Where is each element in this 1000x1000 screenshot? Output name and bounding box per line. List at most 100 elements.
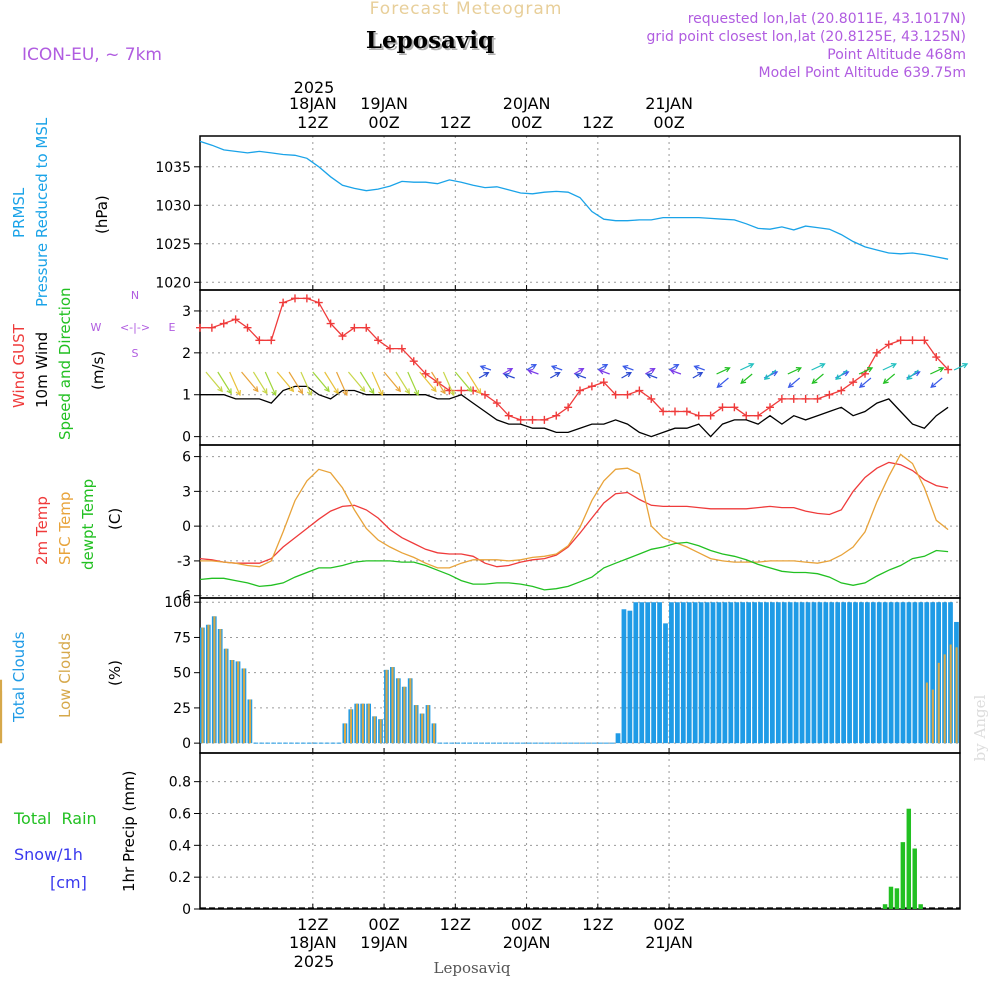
total-cloud-bar	[716, 602, 722, 744]
low-cloud-bar	[219, 629, 222, 744]
total-cloud-bar	[793, 602, 799, 744]
low-cloud-bar	[231, 660, 234, 744]
wind-arrow-head	[740, 378, 747, 385]
wind-arrow-head	[962, 362, 969, 369]
y-tick-label: 2	[182, 346, 191, 362]
low-cloud-bar	[409, 678, 412, 744]
wind-arrow-head	[645, 372, 653, 379]
gust-marker	[896, 336, 905, 345]
total-cloud-bar	[882, 602, 888, 744]
wind-arrow	[716, 367, 730, 375]
low-cloud-bar	[931, 689, 934, 744]
wind-arrow-head	[578, 367, 585, 374]
wind-arrow-head	[369, 388, 375, 395]
gust-marker	[694, 411, 703, 420]
wind-arrow-head	[858, 382, 865, 389]
gust-marker	[706, 411, 715, 420]
temp-labels: 2m Temp SFC Temp dewpt Temp (C)	[33, 479, 124, 570]
low-cloud-bar	[397, 678, 400, 744]
wind-arrow	[645, 368, 655, 375]
total-cloud-bar	[924, 602, 930, 744]
y-tick-label: 3	[182, 304, 191, 320]
gust-marker	[837, 386, 846, 395]
gust-marker	[884, 340, 893, 349]
low-cloud-bar	[427, 705, 430, 744]
total-cloud-bar	[675, 602, 680, 744]
total-cloud-bar	[615, 733, 621, 744]
y-tick-label: 1	[182, 388, 191, 404]
wind-arrow	[217, 371, 232, 394]
total-cloud-bar	[692, 602, 698, 744]
gust-marker	[611, 390, 620, 399]
prmsl-long-label: Pressure Reduced to MSL	[33, 117, 51, 307]
wind-arrow-head	[226, 388, 232, 395]
total-cloud-bar	[876, 602, 882, 744]
low-cloud-bar	[373, 716, 376, 744]
wind-arrow-head	[819, 362, 826, 369]
bottom-hour-label: 12Z	[440, 915, 471, 934]
gust-marker	[504, 411, 513, 420]
gust-marker	[647, 394, 656, 403]
wind-arrow-head	[598, 368, 605, 375]
wind-arrow-head	[252, 386, 259, 393]
y-tick-label: 0.4	[169, 838, 191, 854]
bottom-date-label: 20JAN	[503, 933, 551, 952]
wind-arrow-head	[693, 364, 700, 371]
watermark: by Angel	[971, 694, 989, 761]
low-cloud-bar	[415, 705, 418, 744]
gust-marker	[777, 394, 786, 403]
wind-arrow-head	[527, 368, 534, 375]
panel-wind: 0 1 2 3	[182, 289, 969, 446]
gust-marker	[409, 357, 418, 366]
snow-unit: [cm]	[50, 873, 87, 892]
total-cloud-bar	[888, 602, 894, 744]
pressure-labels: PRMSL Pressure Reduced to MSL (hPa)	[10, 117, 111, 307]
total-cloud-bar	[912, 602, 918, 744]
bottom-hour-label: 12Z	[297, 915, 328, 934]
compass-w: W	[91, 321, 102, 334]
series-line-pressure	[199, 140, 949, 260]
total-cloud-bar	[728, 602, 734, 744]
y-tick-label: 1035	[155, 160, 191, 176]
wind-arrow	[312, 371, 330, 392]
rain-bar	[894, 888, 900, 909]
wind-arrow	[930, 377, 943, 388]
top-year-label: 2025	[294, 78, 335, 97]
gust-marker	[481, 390, 489, 399]
total-cloud-bar	[811, 602, 817, 744]
temp-unit: (C)	[106, 508, 124, 530]
gust-marker	[207, 323, 216, 332]
gust-marker	[754, 411, 763, 420]
wind-arrow-head	[217, 386, 223, 393]
gust-marker	[576, 386, 584, 395]
wind-arrow	[599, 369, 610, 375]
panel-frame	[199, 135, 961, 291]
total-cloud-bar	[657, 602, 662, 744]
wind-arrow	[528, 369, 539, 375]
wind-arrow	[526, 364, 537, 371]
panel-frame	[199, 752, 961, 910]
low-cloud-bar	[213, 616, 216, 744]
y-tick-label: 3	[182, 484, 191, 500]
series-line-wind-gust	[200, 297, 949, 421]
compass-n: N	[131, 289, 139, 302]
gust-marker	[362, 323, 371, 332]
gust-marker	[813, 394, 822, 403]
wind-arrow	[764, 369, 777, 380]
gust-marker	[552, 411, 561, 420]
total-cloud-bar	[651, 602, 656, 744]
total-cloud-bar	[775, 602, 781, 744]
total-cloud-bar	[829, 602, 835, 744]
wind-arrow-head	[574, 372, 581, 379]
series-line-2m-temp	[199, 461, 949, 568]
gust-marker	[623, 390, 632, 399]
wind-arrow	[740, 373, 753, 384]
wind-arrow-head	[449, 389, 455, 397]
wind-arrow	[229, 371, 241, 396]
gust-marker	[231, 315, 240, 324]
series-line-sfc-temp	[200, 453, 949, 569]
gust-marker	[564, 403, 573, 412]
rain-bar	[906, 808, 912, 909]
wind-arrow-head	[342, 389, 348, 397]
